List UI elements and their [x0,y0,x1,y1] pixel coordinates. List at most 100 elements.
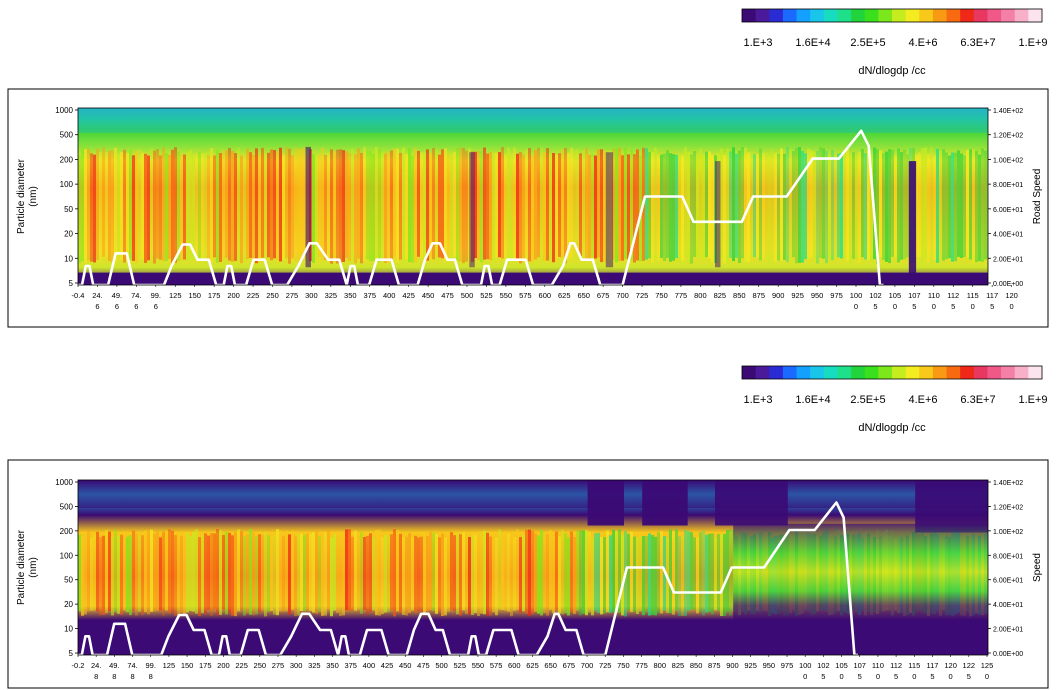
y-tick-label: 50 [64,576,73,585]
heatmap-cell [282,154,285,261]
heatmap-cell [465,534,468,615]
heatmap-cell [711,154,714,263]
heatmap-cell [87,529,90,612]
heatmap-cell [558,153,561,257]
x-tick-label-wrap: 5 [821,672,825,681]
heatmap-cell [723,533,726,616]
colorbar-swatch [932,9,947,22]
x-tick-label-wrap: 8 [94,672,98,681]
heatmap-cell [672,154,675,261]
heatmap-cell [546,148,549,261]
heatmap-cell [462,532,465,611]
heatmap-cell [630,149,633,261]
colorbar-swatch [837,366,852,379]
heatmap-cell [621,534,624,616]
heatmap-cell [345,529,348,611]
heatmap-cell [729,151,732,258]
colorbar-tick-label: 6.3E+7 [960,394,995,406]
heatmap-cell [864,153,867,260]
speed-trace-line [78,501,858,655]
heatmap-cell [639,155,642,262]
x-tick-label-wrap: 0 [949,672,953,681]
x-tick-label: 650 [577,291,590,300]
heatmap-cell [450,153,453,259]
colorbar-label: dN/dlogdp /cc [858,422,926,434]
x-tick-label: 107 [853,661,866,670]
axes-top: 100050020010050201051.40E+021.20E+021.00… [16,106,1043,311]
heatmap-cell [423,152,426,260]
heatmap-cell [456,532,459,615]
heatmap-cell [168,154,171,259]
heatmap-cell [720,534,723,616]
heatmap-cell [375,530,378,616]
heatmap-cell [699,532,702,613]
x-tick-label: 24. [92,291,102,300]
heatmap-cell [420,152,423,258]
x-tick-label: -0.2 [72,661,85,670]
heatmap-cell [297,149,300,263]
heatmap-cell [117,535,120,614]
heatmap-cell [654,536,657,616]
y-tick-label: 10 [64,254,73,263]
heatmap-cell [162,147,165,261]
x-tick-label: 900 [772,291,785,300]
y-tick-label: 500 [60,502,74,511]
heatmap-cell [567,537,570,616]
heatmap-cell [612,148,615,260]
heatmap-cell [108,150,111,261]
y2-tick-label: 2.00E+01 [993,627,1023,634]
heatmap-cell [300,533,303,611]
heatmap-cell [945,152,948,260]
speed-trace-line [78,129,884,285]
heatmap-cell [492,152,495,262]
x-tick-label: 150 [188,291,201,300]
x-tick-label: 825 [714,291,727,300]
x-tick-label: 325 [308,661,321,670]
heatmap-cell [825,151,828,264]
heatmap-cell [246,534,249,614]
colorbar-swatch [1001,366,1016,379]
heatmap-cell [801,151,804,263]
heatmap-cell [822,148,825,259]
colorbar-swatch [946,366,961,379]
heatmap-cell [105,529,108,614]
heatmap-cell [444,148,447,262]
heatmap-cell [216,529,219,616]
heatmap-cell [480,151,483,263]
heatmap-cell [456,147,459,261]
y-tick-label: 500 [60,131,74,140]
heatmap-cell [111,536,114,616]
heatmap-cell [426,536,429,611]
heatmap-cell [903,149,906,260]
heatmap-cell [855,155,858,259]
heatmap-cell [150,147,153,261]
x-tick-label-wrap: 5 [967,672,971,681]
heatmap-cell [522,154,525,261]
colorbar-swatch [851,9,866,22]
colorbar-swatch [851,366,866,379]
heatmap-cell [552,153,555,263]
heatmap-cell [207,155,210,260]
heatmap-cell [318,154,321,257]
heatmap-cell [537,147,540,258]
heatmap-cell [225,150,228,258]
heatmap-cell [507,147,510,264]
heatmap-cell [579,530,582,616]
heatmap-cell [654,147,657,259]
heatmap-cell [552,535,555,614]
heatmap-cell [255,536,258,615]
heatmap-cell [390,150,393,262]
heatmap-cell [891,149,894,257]
heatmap-cell [363,537,366,611]
heatmap-cell [462,148,465,264]
heatmap-cell [93,154,96,263]
x-tick-label: 375 [344,661,357,670]
heatmap-cell [633,154,636,263]
colorbar-swatch [987,9,1002,22]
heatmap-cell [405,154,408,260]
heatmap-cell [156,531,159,611]
heatmap-cell [816,151,819,264]
heatmap-cell [408,532,411,613]
heatmap-cell [603,537,606,614]
heatmap-cell [123,536,126,611]
